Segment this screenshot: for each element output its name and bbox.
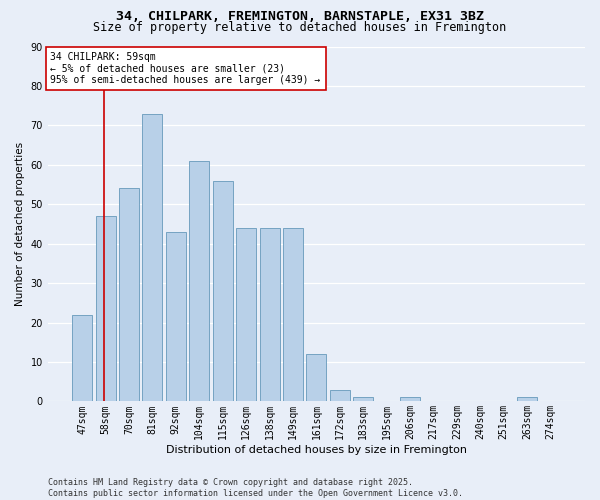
Text: Contains HM Land Registry data © Crown copyright and database right 2025.
Contai: Contains HM Land Registry data © Crown c… (48, 478, 463, 498)
Bar (307, 354, 326, 402)
Bar (190, 161, 209, 402)
Bar (353, 398, 373, 402)
Bar (213, 180, 233, 402)
Bar (260, 228, 280, 402)
Y-axis label: Number of detached properties: Number of detached properties (15, 142, 25, 306)
X-axis label: Distribution of detached houses by size in Fremington: Distribution of detached houses by size … (166, 445, 467, 455)
Bar (72, 314, 92, 402)
Bar (330, 390, 350, 402)
Bar (142, 114, 163, 402)
Bar (400, 398, 420, 402)
Text: Size of property relative to detached houses in Fremington: Size of property relative to detached ho… (94, 21, 506, 34)
Bar (95, 216, 116, 402)
Bar (119, 188, 139, 402)
Bar (517, 398, 537, 402)
Bar (236, 228, 256, 402)
Bar (283, 228, 303, 402)
Text: 34, CHILPARK, FREMINGTON, BARNSTAPLE, EX31 3BZ: 34, CHILPARK, FREMINGTON, BARNSTAPLE, EX… (116, 10, 484, 23)
Bar (166, 232, 186, 402)
Text: 34 CHILPARK: 59sqm
← 5% of detached houses are smaller (23)
95% of semi-detached: 34 CHILPARK: 59sqm ← 5% of detached hous… (50, 52, 321, 85)
